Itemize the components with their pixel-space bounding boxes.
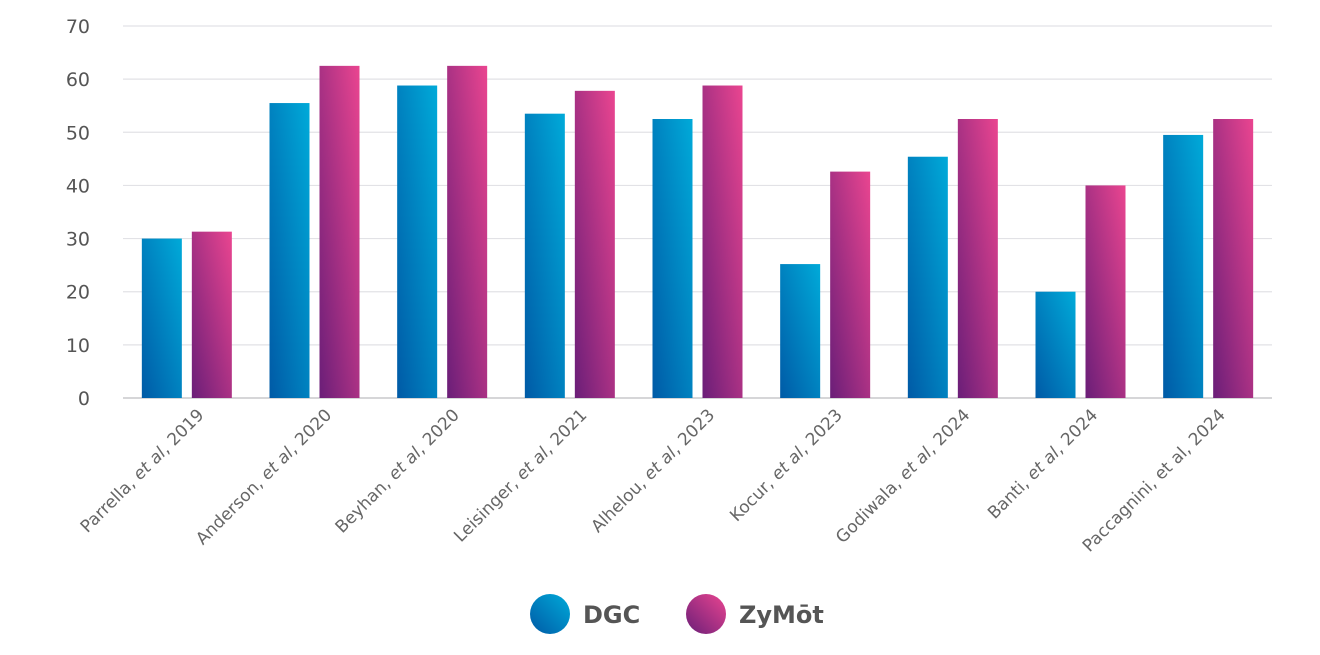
y-tick-label: 50 bbox=[66, 122, 90, 144]
x-tick-label: Alhelou, et al, 2023 bbox=[587, 405, 719, 537]
bar-zymt bbox=[1213, 119, 1254, 398]
bar-zymt bbox=[191, 231, 232, 398]
bar-dgc bbox=[652, 119, 693, 398]
legend-swatch bbox=[530, 594, 570, 634]
bar-zymt bbox=[447, 65, 488, 398]
y-tick-label: 60 bbox=[66, 69, 90, 91]
y-tick-label: 0 bbox=[78, 388, 90, 410]
x-tick-label: Godiwala, et al, 2024 bbox=[832, 405, 974, 547]
bar-zymt bbox=[574, 90, 615, 398]
y-tick-label: 40 bbox=[66, 175, 90, 197]
x-tick-label: Kocur, et al, 2023 bbox=[726, 405, 846, 525]
bar-zymt bbox=[702, 85, 743, 399]
x-tick-label: Banti, et al, 2024 bbox=[984, 405, 1102, 523]
bar-dgc bbox=[524, 113, 565, 398]
x-tick-label: Beyhan, et al, 2020 bbox=[332, 405, 464, 537]
bar-dgc bbox=[141, 238, 182, 398]
x-tick-label: Leisinger, et al, 2021 bbox=[450, 405, 591, 546]
x-tick-label: Anderson, et al, 2020 bbox=[192, 405, 336, 549]
legend-label: DGC bbox=[583, 601, 640, 629]
legend-swatch bbox=[686, 594, 726, 634]
bar-zymt bbox=[830, 171, 871, 398]
bar-zymt bbox=[319, 65, 360, 398]
bar-dgc bbox=[907, 156, 948, 398]
bar-zymt bbox=[957, 119, 998, 398]
bar-dgc bbox=[780, 264, 821, 398]
y-tick-label: 70 bbox=[66, 16, 90, 38]
legend-label: ZyMōt bbox=[739, 601, 824, 629]
bar-dgc bbox=[397, 85, 438, 399]
y-tick-label: 10 bbox=[66, 335, 90, 357]
bar-dgc bbox=[269, 103, 310, 399]
y-tick-label: 20 bbox=[66, 282, 90, 304]
y-tick-label: 30 bbox=[66, 229, 90, 251]
bar-dgc bbox=[1035, 291, 1076, 398]
bar-zymt bbox=[1085, 185, 1126, 398]
x-tick-label: Parrella, et al, 2019 bbox=[77, 405, 209, 537]
x-tick-label: Paccagnini, et al, 2024 bbox=[1079, 405, 1230, 556]
bar-dgc bbox=[1163, 134, 1204, 398]
